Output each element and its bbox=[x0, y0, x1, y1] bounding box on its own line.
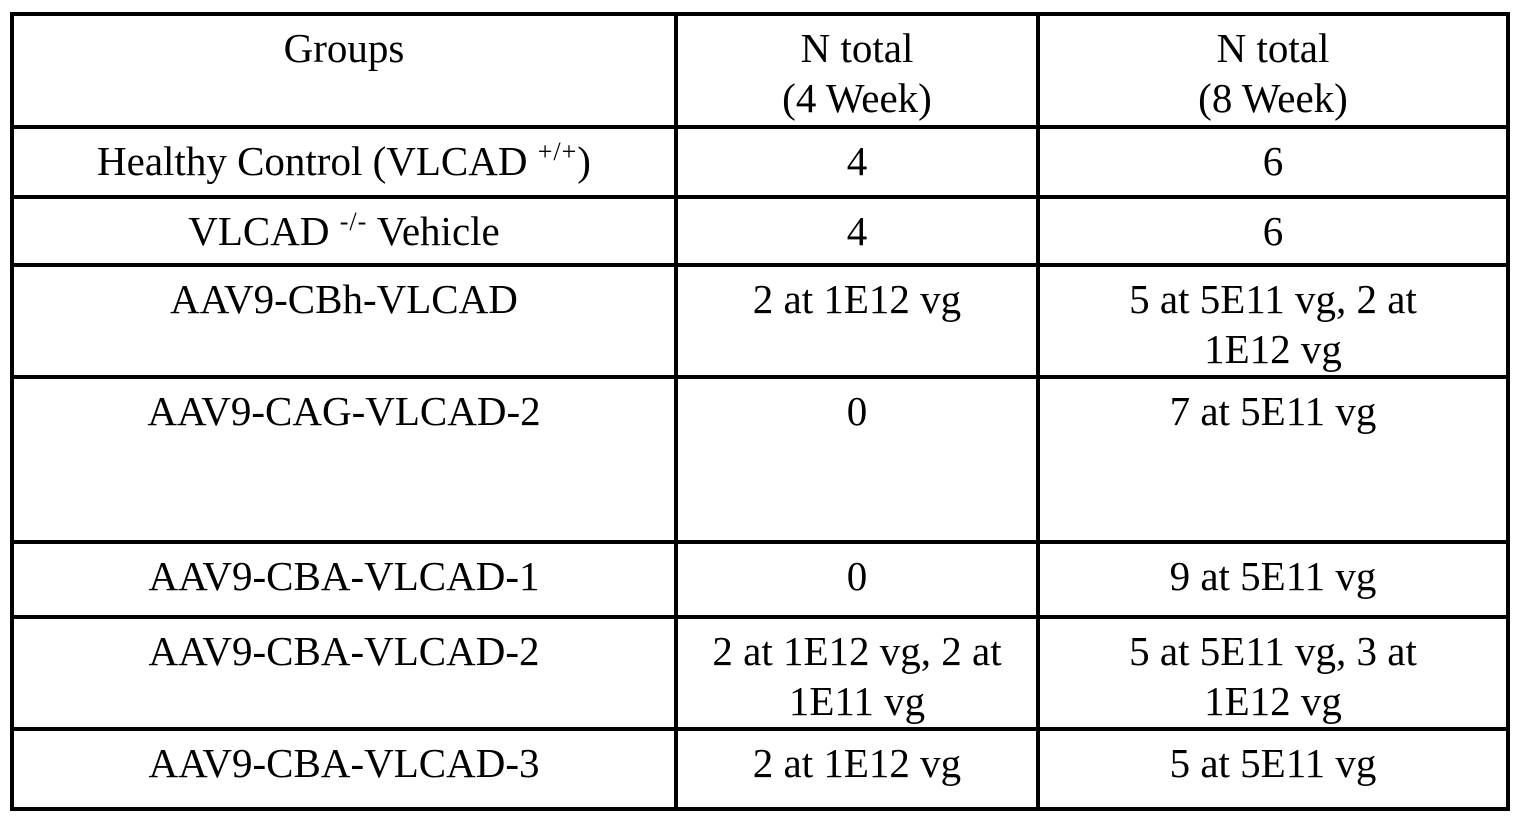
table-row: AAV9-CAG-VLCAD-2 0 7 at 5E11 vg bbox=[10, 375, 1510, 544]
n-total-4-week-cell: 0 bbox=[674, 375, 1040, 544]
table-header-row: Groups N total (4 Week) N total (8 Week) bbox=[10, 12, 1510, 129]
group-name: AAV9-CAG-VLCAD-2 bbox=[147, 388, 541, 434]
table-row: AAV9-CBA-VLCAD-1 0 9 at 5E11 vg bbox=[10, 540, 1510, 619]
n-total-8-week-cell: 6 bbox=[1036, 125, 1510, 199]
header-groups: Groups bbox=[10, 12, 678, 129]
study-groups-table: Groups N total (4 Week) N total (8 Week)… bbox=[10, 12, 1510, 811]
n-total-8-week-cell: 5 at 5E11 vg bbox=[1036, 727, 1510, 811]
group-name-cell: Healthy Control (VLCAD +/+) bbox=[10, 125, 678, 199]
table-row: AAV9-CBA-VLCAD-3 2 at 1E12 vg 5 at 5E11 … bbox=[10, 727, 1510, 811]
n-total-8-week-cell: 9 at 5E11 vg bbox=[1036, 540, 1510, 619]
group-name-cell: AAV9-CAG-VLCAD-2 bbox=[10, 375, 678, 544]
group-name-suffix: ) bbox=[577, 138, 591, 184]
group-name: Healthy Control (VLCAD bbox=[97, 138, 538, 184]
group-name-cell: AAV9-CBA-VLCAD-1 bbox=[10, 540, 678, 619]
group-name-suffix: Vehicle bbox=[367, 208, 500, 254]
n-total-8-week-cell: 7 at 5E11 vg bbox=[1036, 375, 1510, 544]
group-name-cell: AAV9-CBh-VLCAD bbox=[10, 263, 678, 379]
group-name: AAV9-CBA-VLCAD-2 bbox=[148, 628, 540, 674]
group-name: AAV9-CBA-VLCAD-3 bbox=[148, 740, 540, 786]
genotype-superscript: +/+ bbox=[537, 137, 578, 166]
n-total-4-week-cell: 4 bbox=[674, 195, 1040, 267]
n-total-8-week-cell: 5 at 5E11 vg, 3 at 1E12 vg bbox=[1036, 615, 1510, 731]
group-name: AAV9-CBh-VLCAD bbox=[170, 276, 518, 322]
table-row: VLCAD -/- Vehicle 4 6 bbox=[10, 195, 1510, 267]
table-row: AAV9-CBA-VLCAD-2 2 at 1E12 vg, 2 at 1E11… bbox=[10, 615, 1510, 731]
group-name: VLCAD bbox=[188, 208, 340, 254]
header-n-total-4-week: N total (4 Week) bbox=[674, 12, 1040, 129]
group-name: AAV9-CBA-VLCAD-1 bbox=[148, 553, 540, 599]
group-name-cell: AAV9-CBA-VLCAD-2 bbox=[10, 615, 678, 731]
table-row: Healthy Control (VLCAD +/+) 4 6 bbox=[10, 125, 1510, 199]
n-total-8-week-cell: 6 bbox=[1036, 195, 1510, 267]
n-total-8-week-cell: 5 at 5E11 vg, 2 at 1E12 vg bbox=[1036, 263, 1510, 379]
n-total-4-week-cell: 2 at 1E12 vg, 2 at 1E11 vg bbox=[674, 615, 1040, 731]
group-name-cell: AAV9-CBA-VLCAD-3 bbox=[10, 727, 678, 811]
n-total-4-week-cell: 2 at 1E12 vg bbox=[674, 727, 1040, 811]
genotype-superscript: -/- bbox=[339, 207, 368, 236]
group-name-cell: VLCAD -/- Vehicle bbox=[10, 195, 678, 267]
table-row: AAV9-CBh-VLCAD 2 at 1E12 vg 5 at 5E11 vg… bbox=[10, 263, 1510, 379]
n-total-4-week-cell: 4 bbox=[674, 125, 1040, 199]
n-total-4-week-cell: 2 at 1E12 vg bbox=[674, 263, 1040, 379]
header-n-total-8-week: N total (8 Week) bbox=[1036, 12, 1510, 129]
n-total-4-week-cell: 0 bbox=[674, 540, 1040, 619]
